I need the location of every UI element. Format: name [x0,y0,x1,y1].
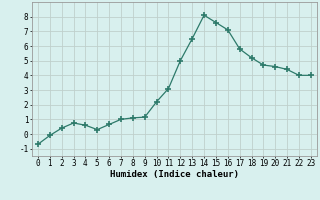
X-axis label: Humidex (Indice chaleur): Humidex (Indice chaleur) [110,170,239,179]
